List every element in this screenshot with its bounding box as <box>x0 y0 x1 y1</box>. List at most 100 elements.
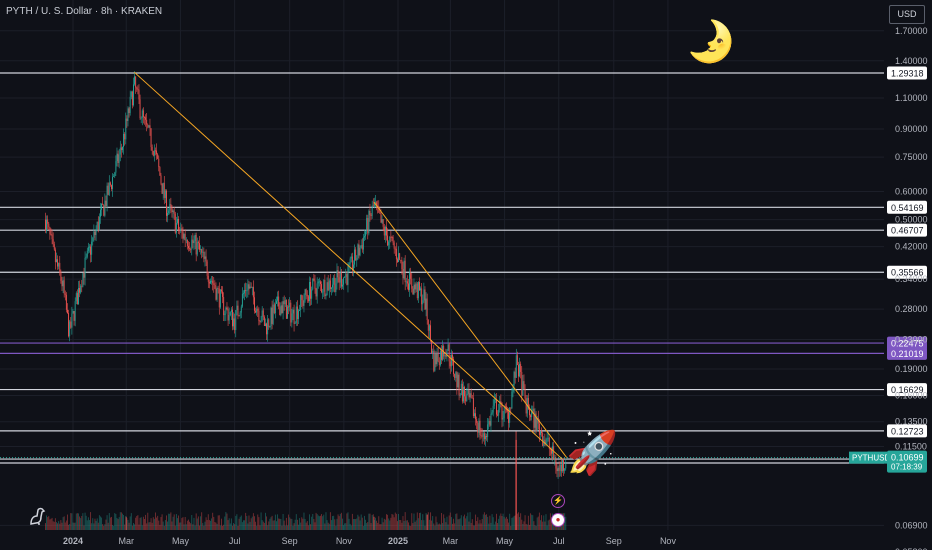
candle-body <box>92 237 94 242</box>
volume-bar <box>310 524 312 530</box>
candle-body <box>164 190 166 198</box>
x-tick-label: 2024 <box>63 536 83 546</box>
candle-body <box>145 117 147 120</box>
candle-body <box>434 352 436 371</box>
volume-bar <box>502 513 504 530</box>
volume-bar <box>405 520 407 530</box>
candle-body <box>109 182 111 186</box>
volume-bar <box>54 518 56 530</box>
volume-bar <box>117 519 119 530</box>
volume-bar <box>503 516 505 530</box>
candle-body <box>48 223 50 228</box>
candle-body <box>555 459 557 469</box>
candle-body <box>509 407 511 423</box>
candle-body <box>186 239 188 246</box>
candle-body <box>258 310 260 321</box>
candle-body <box>160 175 162 184</box>
candle-body <box>497 414 499 416</box>
volume-bar <box>368 513 370 530</box>
volume-bar <box>400 520 402 530</box>
candle-body <box>324 279 326 297</box>
candle-body <box>421 288 423 305</box>
volume-bar <box>311 516 313 530</box>
volume-bar <box>357 514 359 530</box>
us-flag-event-icon[interactable]: ● <box>551 513 565 527</box>
candle-body <box>477 422 479 433</box>
volume-bar <box>266 516 268 530</box>
candle-body <box>456 372 458 388</box>
candle-body <box>382 219 384 227</box>
candle-body <box>478 420 480 433</box>
candle-body <box>346 274 348 285</box>
candle-body <box>199 243 200 250</box>
candle-body <box>479 420 481 436</box>
candle-body <box>114 172 116 177</box>
candle-body <box>525 398 527 414</box>
volume-bar <box>171 521 173 530</box>
volume-bar <box>460 515 462 530</box>
volume-bar <box>491 514 493 530</box>
candle-body <box>120 147 122 151</box>
candle-body <box>196 241 198 255</box>
candle-body <box>380 213 382 223</box>
volume-bar <box>370 523 372 530</box>
volume-bar <box>444 518 446 530</box>
volume-bar <box>81 516 83 530</box>
candle-body <box>412 288 414 295</box>
candle-body <box>246 290 248 292</box>
trendline <box>133 71 563 460</box>
candle-body <box>329 280 331 289</box>
crescent-moon-icon: 🌛 <box>686 20 736 64</box>
lightning-event-icon[interactable]: ⚡ <box>551 494 565 508</box>
volume-bar <box>337 514 339 530</box>
candle-body <box>325 295 327 297</box>
candle-body <box>443 345 445 357</box>
volume-bar <box>424 525 426 530</box>
candle-body <box>366 218 368 232</box>
volume-bar <box>285 517 287 530</box>
candle-body <box>261 310 263 321</box>
candle-body <box>117 153 119 163</box>
volume-bar <box>84 512 86 530</box>
candle-body <box>474 413 475 417</box>
time-axis[interactable]: 2024 Mar May Jul Sep Nov 2025 Mar May Jul Sep Nov <box>63 536 676 546</box>
volume-bar <box>408 522 409 530</box>
volume-bar <box>448 515 450 530</box>
candle-body <box>124 133 126 140</box>
volume-bar <box>315 512 317 530</box>
volume-bar <box>487 516 489 530</box>
candle-body <box>277 296 279 301</box>
volume-bar <box>175 514 177 530</box>
candle-body <box>472 397 474 417</box>
candle-body <box>313 278 315 281</box>
y-tick-label: 0.42000 <box>895 242 928 252</box>
candle-body <box>268 319 270 327</box>
candle-body <box>181 228 183 232</box>
volume-bar <box>214 521 216 530</box>
symbol-tag <box>849 451 887 464</box>
volume-bar <box>287 525 288 530</box>
candle-body <box>225 307 227 314</box>
volume-bar <box>505 516 507 530</box>
volume-bar <box>536 517 538 530</box>
tradingview-logo-icon[interactable] <box>28 506 48 531</box>
volume-bar <box>345 523 347 530</box>
volume-bar <box>123 514 125 530</box>
volume-bar <box>477 517 479 530</box>
volume-bar <box>391 513 393 530</box>
volume-bar <box>353 519 354 530</box>
volume-bar <box>395 513 397 530</box>
candle-body <box>548 437 550 449</box>
candle-body <box>116 153 118 162</box>
volume-bar <box>206 519 208 530</box>
candle-body <box>453 358 455 375</box>
volume-bar <box>338 516 340 530</box>
price-axis[interactable]: 1.70000 1.40000 1.10000 0.90000 0.75000 0.600… <box>895 26 928 550</box>
volume-bar <box>380 524 382 530</box>
volume-bar <box>404 512 406 530</box>
candle-body <box>520 363 522 372</box>
currency-button[interactable]: USD <box>889 5 925 24</box>
volume-bar <box>470 522 472 530</box>
candle-body <box>67 309 68 314</box>
